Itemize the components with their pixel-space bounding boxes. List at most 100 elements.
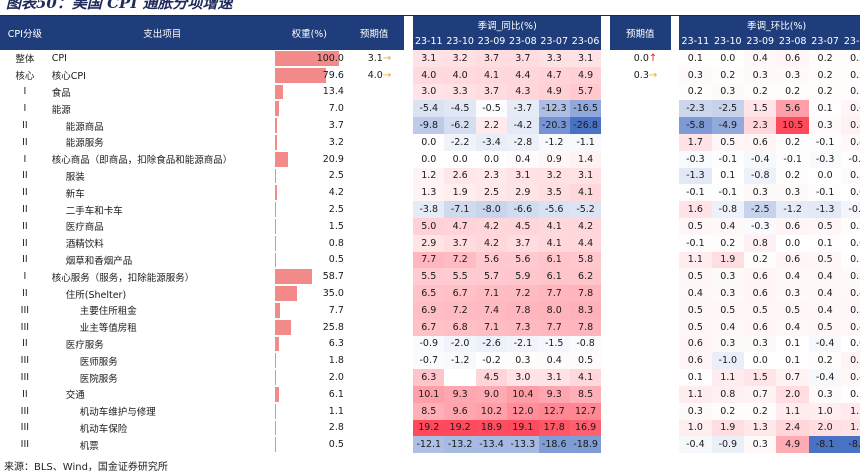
- mom-value-cell: 0.8: [711, 385, 745, 403]
- expected-mom-cell: [610, 285, 649, 302]
- expected-yoy-cell: [344, 84, 383, 101]
- yoy-value-cell: -0.9: [413, 335, 445, 353]
- expected-mom-cell: [610, 436, 649, 453]
- trend-arrow-icon: [649, 235, 671, 252]
- header-expected-yoy: 预期值: [343, 16, 405, 50]
- yoy-value-cell: 6.7: [444, 285, 476, 302]
- table-row[interactable]: II 能源服务 3.2 0.0 -2.2 -3.4 -2.8 -1.2 -1.1 1.7 0.5 0.…: [0, 133, 860, 151]
- gap-cell: [670, 318, 680, 336]
- weight-cell: 3.2: [274, 134, 344, 151]
- yoy-value-cell: -1.1: [569, 133, 602, 151]
- yoy-value-cell: 18.9: [475, 419, 508, 437]
- gap-cell: [670, 251, 680, 269]
- table-row[interactable]: II 医疗服务 6.3 -0.9 -2.0 -2.6 -2.1 -1.5 -0.8 0.6 0.3 0…: [0, 335, 860, 353]
- cpi-table-container[interactable]: CPI分级 支出项目 权重(%) 预期值 季调_同比(%) 预期值 季调_环比(…: [0, 16, 860, 453]
- expected-mom-cell: [610, 201, 649, 218]
- mom-value-cell: 0.1: [841, 83, 860, 101]
- header-gap: [404, 16, 414, 50]
- yoy-value-cell: 4.9: [538, 83, 570, 101]
- expected-yoy-cell: [344, 436, 383, 453]
- yoy-value-cell: -2.1: [507, 335, 539, 353]
- table-row[interactable]: II 住所(Shelter) 35.0 6.5 6.7 7.1 7.2 7.7 7.8 0.4 0.…: [0, 285, 860, 302]
- weight-value: 0.5: [328, 439, 344, 451]
- header-month-yoy: 23-10: [444, 33, 476, 50]
- table-row[interactable]: 整体 CPI 100.0 3.1 → 3.1 3.2 3.7 3.7 3.3 3.1 0.0 ↑ 0.1 0…: [0, 50, 860, 67]
- yoy-value-cell: 3.2: [538, 167, 570, 185]
- cpi-level-cell: III: [20, 422, 30, 434]
- mom-value-cell: 0.1: [841, 251, 860, 269]
- table-row[interactable]: III 医院服务 2.0 6.3 4.5 3.0 3.1 4.1 0.1 1.1 1.5 0.7 -0.…: [0, 369, 860, 386]
- table-row[interactable]: II 酒精饮料 0.8 2.9 3.7 4.2 3.7 4.1 4.4 -0.1 0.2 0.8 0.0…: [0, 234, 860, 252]
- table-row[interactable]: II 服装 2.5 1.2 2.6 2.3 3.1 3.2 3.1 -1.3 0.1 -0.8 0.2 0…: [0, 167, 860, 185]
- gap-cell: [601, 167, 610, 185]
- mom-value-cell: 2.0: [776, 385, 809, 403]
- trend-arrow-icon: [649, 151, 671, 168]
- table-row[interactable]: I 食品 13.4 3.0 3.3 3.7 4.3 4.9 5.7 0.2 0.3 0.2 0.2 0.2…: [0, 83, 860, 101]
- yoy-value-cell: -9.8: [413, 117, 445, 134]
- mom-value-cell: 0.1: [808, 234, 842, 252]
- trend-arrow-icon: [649, 352, 671, 369]
- mom-value-cell: 0.5: [808, 318, 842, 336]
- yoy-value-cell: 4.3: [507, 83, 539, 101]
- cpi-level-cell: II: [22, 338, 28, 350]
- trend-arrow-icon: [383, 352, 405, 369]
- mom-value-cell: 0.5: [679, 268, 712, 286]
- trend-arrow-icon: →: [382, 52, 392, 64]
- mom-value-cell: 0.3: [808, 385, 842, 403]
- header-expected-mom: 预期值: [609, 16, 671, 50]
- weight-value: 4.2: [328, 187, 344, 199]
- gap-cell: [404, 133, 414, 151]
- table-row[interactable]: III 机票 0.5 -12.1 -13.2 -13.4 -13.3 -18.6 -18.9 -0…: [0, 436, 860, 453]
- gap-cell: [670, 133, 680, 151]
- weight-bar: [274, 101, 280, 117]
- weight-value: 2.5: [328, 170, 344, 182]
- weight-bar: [274, 319, 292, 335]
- table-row[interactable]: III 医师服务 1.8 -0.7 -1.2 -0.2 0.3 0.4 0.5 0.6 -1.0 0.…: [0, 352, 860, 370]
- table-row[interactable]: III 机动车维护与修理 1.1 8.5 9.6 10.2 12.0 12.7 12.7 0.3 0…: [0, 402, 860, 420]
- yoy-value-cell: 16.9: [569, 419, 602, 437]
- table-row[interactable]: II 烟草和香烟产品 0.5 7.7 7.2 5.6 5.6 6.1 5.8 1.1 1.9 0.2 0…: [0, 251, 860, 269]
- table-row[interactable]: II 二手车和卡车 2.5 -3.8 -7.1 -8.0 -6.6 -5.6 -5.2 1.6 -0…: [0, 201, 860, 218]
- table-row[interactable]: II 新车 4.2 1.3 1.9 2.5 2.9 3.5 4.1 -0.1 -0.1 0.3 0.3-…: [0, 184, 860, 202]
- gap-cell: [404, 402, 414, 420]
- yoy-value-cell: -6.2: [444, 117, 476, 134]
- expense-item-cell: 住所(Shelter): [65, 289, 127, 301]
- expected-mom-cell: [610, 134, 649, 151]
- table-row[interactable]: II 医疗商品 1.5 5.0 4.7 4.2 4.5 4.1 4.2 0.5 0.4 -0.3 0.6…: [0, 217, 860, 235]
- table-row[interactable]: I 核心服务（服务，扣除能源服务） 58.7 5.5 5.5 5.7 5.9 6.1 6.2 0.…: [0, 268, 860, 286]
- weight-cell: 7.7: [274, 302, 344, 319]
- gap-cell: [601, 50, 610, 67]
- yoy-value-cell: 0.3: [507, 352, 539, 370]
- table-row[interactable]: III 业主等值房租 25.8 6.7 6.8 7.1 7.3 7.7 7.8 0.5 0.4 0.6…: [0, 318, 860, 336]
- mom-value-cell: -2.5: [711, 100, 745, 118]
- mom-value-cell: 0.2: [841, 217, 860, 235]
- header-month-yoy: 23-07: [538, 33, 570, 50]
- table-row[interactable]: II 交通 6.1 10.1 9.3 9.0 10.4 9.3 8.5 1.1 0.8 0.7 2.0 0…: [0, 385, 860, 403]
- table-row[interactable]: III 主要住所租金 7.7 6.9 7.2 7.4 7.8 8.0 8.3 0.5 0.5 0.5 0…: [0, 301, 860, 319]
- gap-cell: [601, 217, 610, 235]
- mom-value-cell: 0.2: [744, 402, 777, 420]
- table-row[interactable]: III 机动车保险 2.8 19.2 19.2 18.9 19.1 17.8 16.9 1.0 1.…: [0, 419, 860, 437]
- gap-cell: [404, 100, 414, 118]
- mom-value-cell: 0.2: [776, 83, 809, 101]
- header-mom-group: 季调_环比(%): [679, 16, 860, 33]
- trend-arrow-icon: [383, 235, 405, 252]
- yoy-value-cell: 7.2: [444, 251, 476, 269]
- table-row[interactable]: 核心 核心CPI 79.6 4.0 → 4.0 4.0 4.1 4.4 4.7 4.9 0.3 → 0.3…: [0, 66, 860, 84]
- gap-cell: [670, 419, 680, 437]
- mom-value-cell: 0.4: [841, 285, 860, 302]
- yoy-value-cell: -2.0: [444, 335, 476, 353]
- gap-cell: [404, 83, 414, 101]
- header-month-mom: 23-10: [711, 33, 745, 50]
- yoy-value-cell: 4.1: [475, 66, 508, 84]
- table-row[interactable]: I 能源 7.0 -5.4 -4.5 -0.5 -3.7 -12.3 -16.5 -2.3 -2.5…: [0, 100, 860, 118]
- trend-arrow-icon: [649, 201, 671, 218]
- expense-item-cell: 医师服务: [79, 356, 118, 368]
- weight-cell: 4.2: [274, 184, 344, 201]
- gap-cell: [670, 66, 680, 84]
- gap-cell: [601, 335, 610, 353]
- weight-bar: [274, 202, 277, 217]
- table-row[interactable]: I 核心商品（即商品，扣除食品和能源商品） 20.9 0.0 0.0 0.0 0.4 0.9 1…: [0, 150, 860, 168]
- table-row[interactable]: II 能源商品 3.7 -9.8 -6.2 2.2 -4.2 -20.3 -26.8 -5.8 -4…: [0, 117, 860, 134]
- expected-mom-cell: [610, 168, 649, 185]
